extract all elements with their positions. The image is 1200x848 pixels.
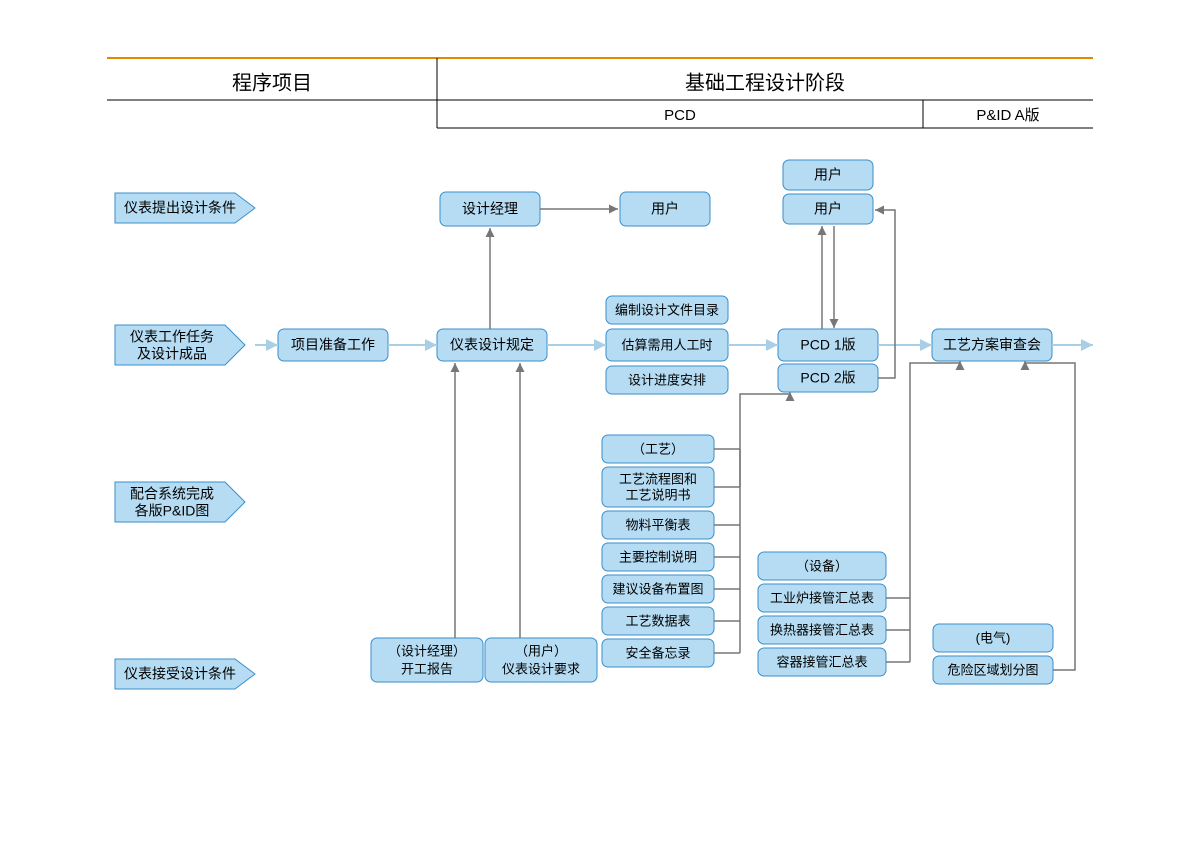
node-user-req-l1: （用户） — [515, 643, 567, 658]
node-pcd1-label: PCD 1版 — [800, 337, 855, 353]
node-layout-sug-label: 建议设备布置图 — [612, 581, 703, 596]
swimlane-4-label: 仪表接受设计条件 — [124, 666, 236, 682]
node-proc-flow-l2: 工艺说明书 — [625, 487, 690, 502]
swimlane-2-label-2: 及设计成品 — [137, 346, 207, 362]
node-mat-balance-label: 物料平衡表 — [625, 517, 690, 532]
node-elec-1-label: 危险区域划分图 — [947, 662, 1038, 677]
node-review-label: 工艺方案审查会 — [943, 337, 1041, 353]
header-right-title: 基础工程设计阶段 — [685, 72, 845, 95]
edge-proc-pcd — [740, 392, 790, 487]
node-proc-flow-l1: 工艺流程图和 — [619, 471, 697, 486]
node-user-1-label: 用户 — [651, 201, 679, 217]
swimlane-3-label-1: 配合系统完成 — [130, 486, 214, 502]
node-equip-2-label: 换热器接管汇总表 — [770, 622, 874, 637]
node-doc-list-label: 编制设计文件目录 — [615, 302, 719, 317]
node-proc-data-label: 工艺数据表 — [625, 613, 690, 628]
node-equip-3-label: 容器接管汇总表 — [776, 654, 867, 669]
node-user-req-l2: 仪表设计要求 — [502, 661, 580, 676]
header-sub-right: P&ID A版 — [976, 107, 1039, 124]
node-equip-head-label: （设备） — [796, 558, 848, 573]
node-equip-1-label: 工业炉接管汇总表 — [770, 590, 874, 605]
node-user-3-label: 用户 — [814, 201, 842, 217]
header-left-title: 程序项目 — [232, 72, 312, 95]
node-proc-head-label: （工艺） — [632, 441, 684, 456]
edge-equip-review — [910, 361, 960, 598]
swimlane-3-label-2: 各版P&ID图 — [135, 503, 210, 519]
node-ctrl-desc-label: 主要控制说明 — [619, 549, 697, 564]
node-proj-prep-label: 项目准备工作 — [291, 337, 375, 353]
node-inst-rule-label: 仪表设计规定 — [450, 337, 534, 353]
swimlane-2-label-1: 仪表工作任务 — [130, 329, 214, 345]
node-design-mgr-label: 设计经理 — [462, 201, 518, 217]
node-est-manhour-label: 估算需用人工时 — [621, 337, 712, 352]
node-elec-head-label: (电气) — [976, 630, 1011, 645]
node-pcd2-label: PCD 2版 — [800, 370, 855, 386]
node-dm-report-l2: 开工报告 — [401, 661, 453, 676]
flowchart-canvas: 程序项目 基础工程设计阶段 PCD P&ID A版 仪表提出设计条件 仪表工作任… — [0, 0, 1200, 848]
header-sub-left: PCD — [664, 107, 696, 124]
node-user-2-label: 用户 — [814, 167, 842, 183]
node-safety-memo-label: 安全备忘录 — [625, 645, 690, 660]
node-schedule-label: 设计进度安排 — [628, 372, 706, 387]
node-dm-report-l1: （设计经理） — [388, 643, 466, 658]
swimlane-1-label: 仪表提出设计条件 — [124, 200, 236, 216]
